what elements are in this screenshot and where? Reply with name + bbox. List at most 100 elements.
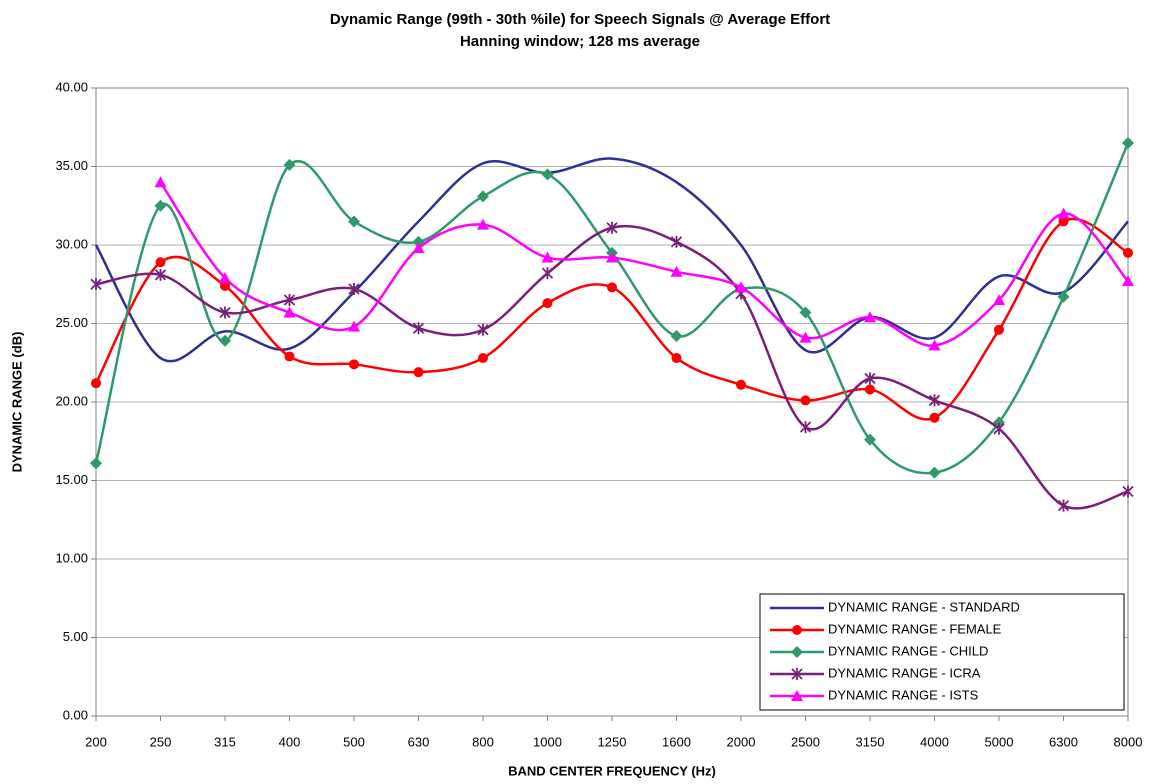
x-tick-label: 6300 (1049, 734, 1078, 749)
legend-text: DYNAMIC RANGE - ISTS (828, 687, 979, 702)
marker (154, 176, 167, 188)
marker (283, 293, 296, 306)
series-line (159, 181, 1129, 347)
marker (670, 265, 683, 277)
y-axis-title: DYNAMIC RANGE (dB) (9, 332, 24, 473)
marker (606, 221, 618, 234)
x-tick-label: 3150 (856, 734, 885, 749)
marker (413, 367, 424, 378)
marker (1122, 136, 1134, 149)
y-tick-label: 35.00 (55, 158, 88, 173)
marker (670, 330, 683, 343)
marker (542, 298, 553, 309)
marker (155, 257, 166, 268)
marker (606, 251, 618, 263)
marker (735, 281, 747, 293)
marker (412, 322, 425, 335)
marker (90, 278, 102, 291)
marker (1057, 499, 1070, 512)
marker (1123, 247, 1133, 258)
marker (219, 306, 231, 319)
marker (928, 394, 941, 407)
marker (1058, 216, 1069, 227)
x-tick-label: 2000 (727, 734, 756, 749)
marker (1057, 290, 1070, 303)
marker (736, 379, 746, 390)
marker (478, 353, 488, 364)
marker (799, 421, 812, 434)
marker (154, 268, 167, 281)
marker (284, 351, 295, 362)
legend-text: DYNAMIC RANGE - FEMALE (828, 621, 1002, 636)
marker (477, 323, 489, 336)
marker (1057, 207, 1070, 219)
marker (864, 311, 876, 323)
marker (670, 235, 683, 248)
marker (993, 422, 1005, 435)
marker (791, 690, 803, 701)
marker (799, 306, 812, 319)
marker (607, 282, 617, 293)
marker (541, 251, 554, 263)
marker (865, 384, 875, 395)
x-tick-label: 250 (150, 734, 172, 749)
marker (348, 320, 360, 332)
y-tick-label: 30.00 (55, 236, 88, 251)
marker (541, 168, 554, 181)
marker (1122, 275, 1134, 287)
marker (994, 324, 1004, 335)
series-line (94, 157, 1129, 363)
x-tick-label: 630 (408, 734, 430, 749)
marker (864, 433, 876, 446)
marker (348, 282, 360, 295)
y-tick-label: 0.00 (63, 707, 88, 722)
legend-text: DYNAMIC RANGE - CHILD (828, 643, 988, 658)
marker (928, 339, 941, 351)
x-tick-label: 1250 (598, 734, 627, 749)
x-tick-label: 315 (214, 734, 236, 749)
x-tick-label: 500 (343, 734, 365, 749)
marker (219, 334, 231, 347)
x-tick-label: 1000 (533, 734, 562, 749)
marker (348, 215, 360, 228)
series-line (94, 142, 1130, 475)
legend-text: DYNAMIC RANGE - ICRA (828, 665, 981, 680)
x-tick-label: 4000 (920, 734, 949, 749)
marker (220, 280, 230, 291)
series-line (95, 224, 1129, 510)
marker (792, 625, 802, 635)
marker (800, 395, 811, 406)
marker (91, 378, 101, 389)
x-tick-label: 8000 (1114, 734, 1143, 749)
y-tick-label: 15.00 (55, 472, 88, 487)
marker (928, 466, 941, 479)
marker (791, 646, 803, 658)
marker (219, 271, 231, 283)
marker (671, 353, 682, 364)
x-tick-label: 5000 (985, 734, 1014, 749)
y-tick-label: 5.00 (63, 629, 88, 644)
marker (283, 158, 296, 171)
x-tick-label: 800 (472, 734, 494, 749)
marker (477, 190, 489, 203)
y-tick-label: 25.00 (55, 315, 88, 330)
marker (90, 457, 102, 470)
marker (864, 372, 876, 385)
marker (412, 242, 425, 254)
x-tick-label: 2500 (791, 734, 820, 749)
x-tick-label: 200 (85, 734, 107, 749)
x-tick-label: 1600 (662, 734, 691, 749)
chart-title: Dynamic Range (99th - 30th %ile) for Spe… (330, 11, 830, 28)
y-tick-label: 10.00 (55, 550, 88, 565)
marker (799, 331, 812, 343)
x-tick-label: 400 (279, 734, 301, 749)
chart-subtitle: Hanning window; 128 ms average (460, 33, 700, 50)
marker (154, 199, 167, 212)
marker (283, 306, 296, 318)
marker (929, 412, 940, 423)
x-axis-title: BAND CENTER FREQUENCY (Hz) (508, 763, 716, 778)
y-tick-label: 40.00 (55, 79, 88, 94)
marker (541, 267, 554, 280)
marker (477, 218, 489, 230)
marker (1122, 485, 1134, 498)
